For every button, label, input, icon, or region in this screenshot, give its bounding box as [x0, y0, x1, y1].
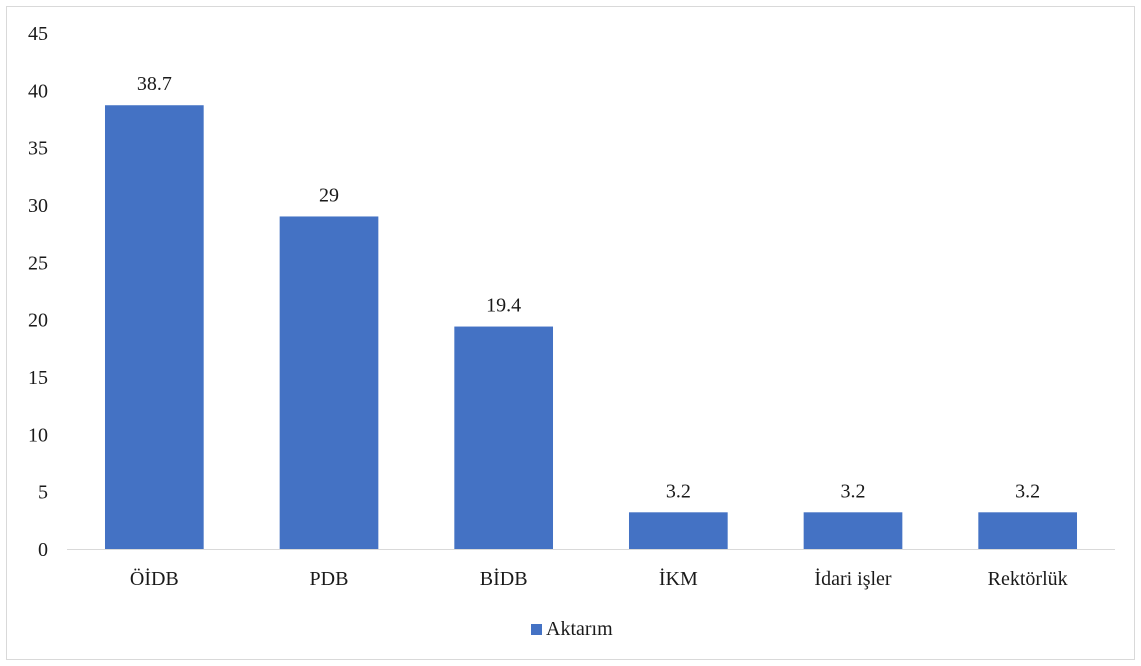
bar	[454, 326, 554, 549]
bar	[628, 512, 728, 549]
data-label: 29	[319, 184, 339, 206]
bar	[104, 105, 204, 550]
y-tick-label: 0	[38, 539, 48, 561]
y-tick-label: 40	[28, 80, 48, 102]
y-tick-label: 10	[28, 424, 48, 446]
y-tick-label: 15	[28, 367, 48, 389]
y-tick-label: 45	[28, 23, 48, 45]
data-label: 3.2	[1015, 480, 1040, 502]
x-tick-label: İKM	[659, 567, 698, 590]
x-axis-ticks: ÖİDB PDB BİDB İKM İdari işler Rektörlük	[130, 567, 1068, 590]
y-tick-label: 20	[28, 310, 48, 332]
y-tick-label: 30	[28, 195, 48, 217]
bars	[104, 105, 1078, 550]
legend-label: Aktarım	[546, 618, 613, 640]
data-label: 19.4	[486, 295, 521, 317]
data-label: 3.2	[666, 480, 691, 502]
x-tick-label: ÖİDB	[130, 567, 179, 590]
legend-swatch	[531, 624, 542, 635]
y-tick-label: 35	[28, 138, 48, 160]
bar	[803, 512, 903, 549]
bar	[279, 216, 379, 549]
y-axis-ticks: 0 5 10 15 20 25 30 35 40 45	[28, 23, 48, 561]
data-label: 3.2	[841, 480, 866, 502]
data-labels: 38.7 29 19.4 3.2 3.2 3.2	[137, 73, 1040, 502]
x-tick-label: BİDB	[480, 567, 528, 590]
x-tick-label: Rektörlük	[988, 568, 1068, 590]
bar	[978, 512, 1078, 549]
y-tick-label: 5	[38, 482, 48, 504]
x-tick-label: PDB	[310, 568, 349, 590]
legend: Aktarım	[531, 618, 613, 640]
y-tick-label: 25	[28, 252, 48, 274]
x-tick-label: İdari işler	[814, 567, 892, 590]
data-label: 38.7	[137, 73, 172, 95]
